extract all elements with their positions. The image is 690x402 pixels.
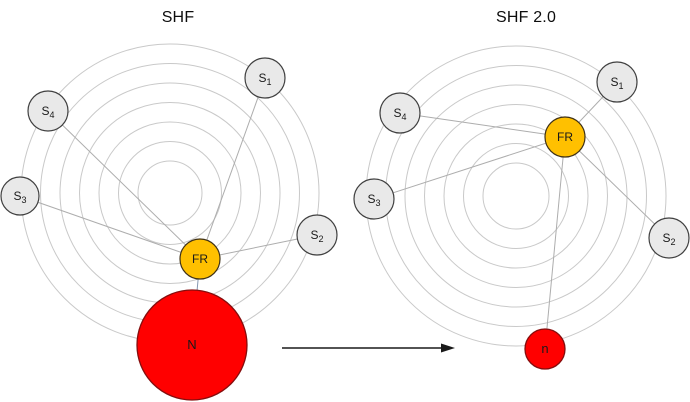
node-label-fr: FR — [557, 130, 573, 144]
orbit-ring — [59, 82, 281, 304]
node-s2: S2 — [296, 214, 338, 256]
edge-s1-fr — [199, 77, 266, 260]
diagrams-layer: S1 S4 S3 S2 FR N S1 S4 S3 S2 FR n — [0, 43, 690, 401]
node-circle-s2 — [296, 214, 338, 256]
orbit-ring — [79, 102, 261, 284]
edge-s3-fr — [19, 195, 201, 260]
node-fr: FR — [179, 238, 221, 280]
node-circle-n — [524, 328, 566, 370]
orbit-ring — [118, 141, 222, 245]
node-s4: S4 — [379, 92, 421, 134]
node-n: N — [136, 289, 248, 401]
arrow-head — [441, 343, 455, 353]
node-circle-s4 — [27, 90, 69, 132]
node-label-n: N — [187, 337, 196, 352]
orbit-ring — [443, 123, 589, 269]
node-label-s2: S2 — [662, 231, 675, 247]
node-s3: S3 — [353, 178, 395, 220]
node-circle-s2 — [648, 217, 690, 259]
node-label-s3: S3 — [13, 189, 26, 205]
orbit-ring — [404, 84, 628, 308]
node-circle-s3 — [353, 178, 395, 220]
node-circle-s3 — [0, 176, 40, 216]
node-label-s1: S1 — [610, 75, 623, 91]
orbit-ring — [98, 121, 242, 265]
node-n: n — [524, 328, 566, 370]
orbit-ring — [137, 160, 203, 226]
node-fr: FR — [544, 116, 586, 158]
node-circle-fr — [544, 116, 586, 158]
node-label-n: n — [541, 341, 548, 356]
node-s4: S4 — [27, 90, 69, 132]
edge-s4-fr — [47, 110, 201, 260]
transition-arrow — [282, 343, 455, 353]
node-s3: S3 — [0, 176, 40, 216]
node-s1: S1 — [244, 57, 286, 99]
node-circle-s1 — [244, 57, 286, 99]
edge-fr-n — [544, 136, 566, 350]
node-s2: S2 — [648, 217, 690, 259]
right-diagram-title: SHF 2.0 — [496, 9, 556, 26]
diagram-shf: S1 S4 S3 S2 FR N — [0, 43, 338, 401]
node-circle-fr — [179, 238, 221, 280]
node-label-s4: S4 — [393, 106, 406, 122]
node-circle-s1 — [596, 61, 638, 103]
edge-s4-fr — [399, 112, 566, 138]
orbit-ring — [482, 162, 550, 230]
node-label-fr: FR — [192, 252, 208, 266]
diagram-shf-2-0: S1 S4 S3 S2 FR n — [353, 45, 690, 370]
left-diagram-title: SHF — [162, 9, 195, 26]
node-s1: S1 — [596, 61, 638, 103]
node-circle-n — [136, 289, 248, 401]
orbit-ring — [463, 143, 569, 249]
node-label-s2: S2 — [310, 228, 323, 244]
orbit-ring — [424, 104, 608, 288]
edge-s3-fr — [373, 136, 566, 200]
edge-fr-s2 — [564, 136, 670, 239]
node-circle-s4 — [379, 92, 421, 134]
node-label-s1: S1 — [258, 71, 271, 87]
node-label-s3: S3 — [367, 192, 380, 208]
node-label-s4: S4 — [41, 104, 54, 120]
